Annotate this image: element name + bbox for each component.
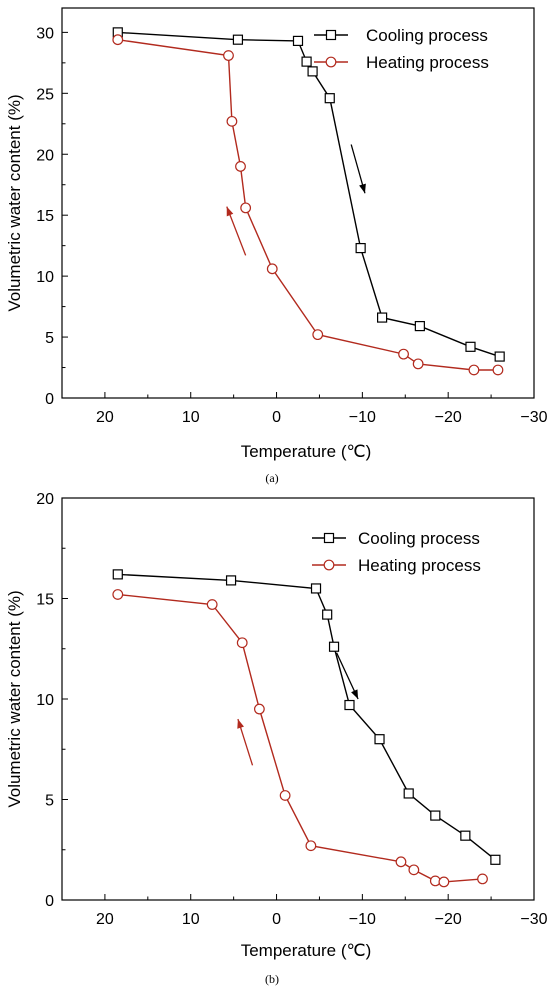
y-tick-label: 20	[36, 491, 54, 508]
y-tick-label: 20	[36, 147, 54, 164]
chart-b: 20 10 0 −10 −20 −30 0 5 10 15 20 Temperature (℃) Vol…	[5, 491, 548, 986]
data-point-circle	[112, 589, 124, 600]
x-tick-label: 10	[182, 409, 200, 426]
y-tick-label: 25	[36, 86, 54, 103]
x-tick-label: 0	[272, 911, 281, 928]
y-tick-label: 15	[36, 592, 54, 609]
trend-arrow-head	[226, 206, 234, 217]
series-line-heating	[117, 593, 483, 883]
x-tick-label: −30	[520, 409, 547, 426]
data-point-square	[377, 312, 388, 323]
data-point-circle	[236, 637, 248, 649]
y-tick-label: 5	[45, 793, 54, 810]
y-tick-label: 10	[36, 269, 54, 286]
legend-label: Heating process	[358, 556, 481, 575]
data-point-circle	[477, 873, 488, 885]
x-tick-label: −10	[349, 409, 376, 426]
data-point-square	[324, 93, 335, 104]
data-point-circle	[398, 348, 409, 360]
y-axis-title: Volumetric water content (%)	[5, 590, 24, 807]
data-point-square	[430, 810, 441, 821]
x-tick-label: −10	[349, 911, 376, 928]
x-tick-label: −30	[520, 911, 547, 928]
legend-marker-square	[323, 532, 335, 544]
data-point-square	[414, 320, 425, 332]
y-tick-label: 15	[36, 208, 54, 225]
legend-marker-circle	[323, 559, 335, 571]
data-point-square	[307, 66, 318, 77]
data-point-square	[490, 854, 501, 865]
x-tick-label: 10	[182, 911, 200, 928]
data-point-square	[355, 242, 366, 254]
data-point-circle	[226, 115, 238, 127]
data-point-square	[374, 734, 385, 745]
data-point-square	[112, 569, 123, 580]
data-point-square	[465, 341, 476, 352]
trend-arrow-head	[237, 719, 244, 729]
chart-a: 20 10 0 −10 −20 −30 0 5 10 15 20 25 30 Temperature (℃…	[5, 7, 548, 485]
data-point-square	[301, 56, 312, 67]
legend-label: Heating process	[366, 53, 489, 72]
data-point-circle	[408, 864, 420, 876]
figure-caption: (b)	[265, 972, 279, 986]
data-point-square	[403, 788, 414, 799]
legend-label: Cooling process	[358, 529, 480, 548]
data-point-square	[292, 35, 304, 47]
data-point-circle	[492, 364, 504, 376]
y-tick-label: 10	[36, 692, 54, 709]
data-point-circle	[279, 790, 291, 801]
x-axis-title: Temperature (℃)	[241, 941, 372, 960]
data-point-square	[310, 583, 322, 594]
x-axis-title: Temperature (℃)	[241, 442, 372, 461]
trend-arrow-head	[359, 183, 366, 194]
data-point-circle	[438, 876, 450, 888]
x-tick-label: 0	[272, 409, 281, 426]
x-tick-label: 20	[96, 911, 114, 928]
data-point-circle	[223, 50, 234, 61]
data-point-square	[232, 34, 244, 45]
data-point-square	[225, 575, 237, 586]
x-tick-label: −20	[435, 911, 462, 928]
y-tick-label: 0	[45, 391, 54, 408]
data-point-circle	[235, 161, 246, 172]
legend-label: Cooling process	[366, 26, 488, 45]
data-point-circle	[240, 202, 252, 214]
y-tick-label: 0	[45, 893, 54, 910]
y-tick-label: 5	[45, 330, 54, 347]
data-point-square	[328, 641, 340, 652]
data-point-circle	[395, 856, 407, 868]
plot-frame	[61, 7, 535, 399]
figure-caption: (a)	[265, 471, 278, 485]
data-point-circle	[206, 599, 218, 610]
data-point-circle	[112, 34, 124, 46]
data-point-circle	[266, 263, 278, 275]
y-tick-label: 30	[36, 25, 54, 42]
data-point-circle	[253, 703, 265, 715]
data-point-square	[494, 351, 505, 362]
data-point-circle	[468, 364, 480, 376]
data-point-circle	[412, 358, 424, 370]
legend-marker-circle	[325, 56, 337, 68]
data-point-square	[322, 609, 333, 620]
x-tick-label: −20	[435, 409, 462, 426]
trend-arrow-head	[351, 689, 359, 699]
data-point-square	[460, 830, 471, 841]
legend-marker-square	[325, 29, 337, 41]
series-line-heating	[117, 39, 498, 371]
data-point-circle	[312, 329, 324, 341]
y-axis-title: Volumetric water content (%)	[5, 94, 24, 311]
series-line-cooling	[117, 31, 500, 358]
data-point-square	[344, 699, 355, 711]
x-tick-label: 20	[96, 409, 114, 426]
data-point-circle	[305, 840, 317, 852]
